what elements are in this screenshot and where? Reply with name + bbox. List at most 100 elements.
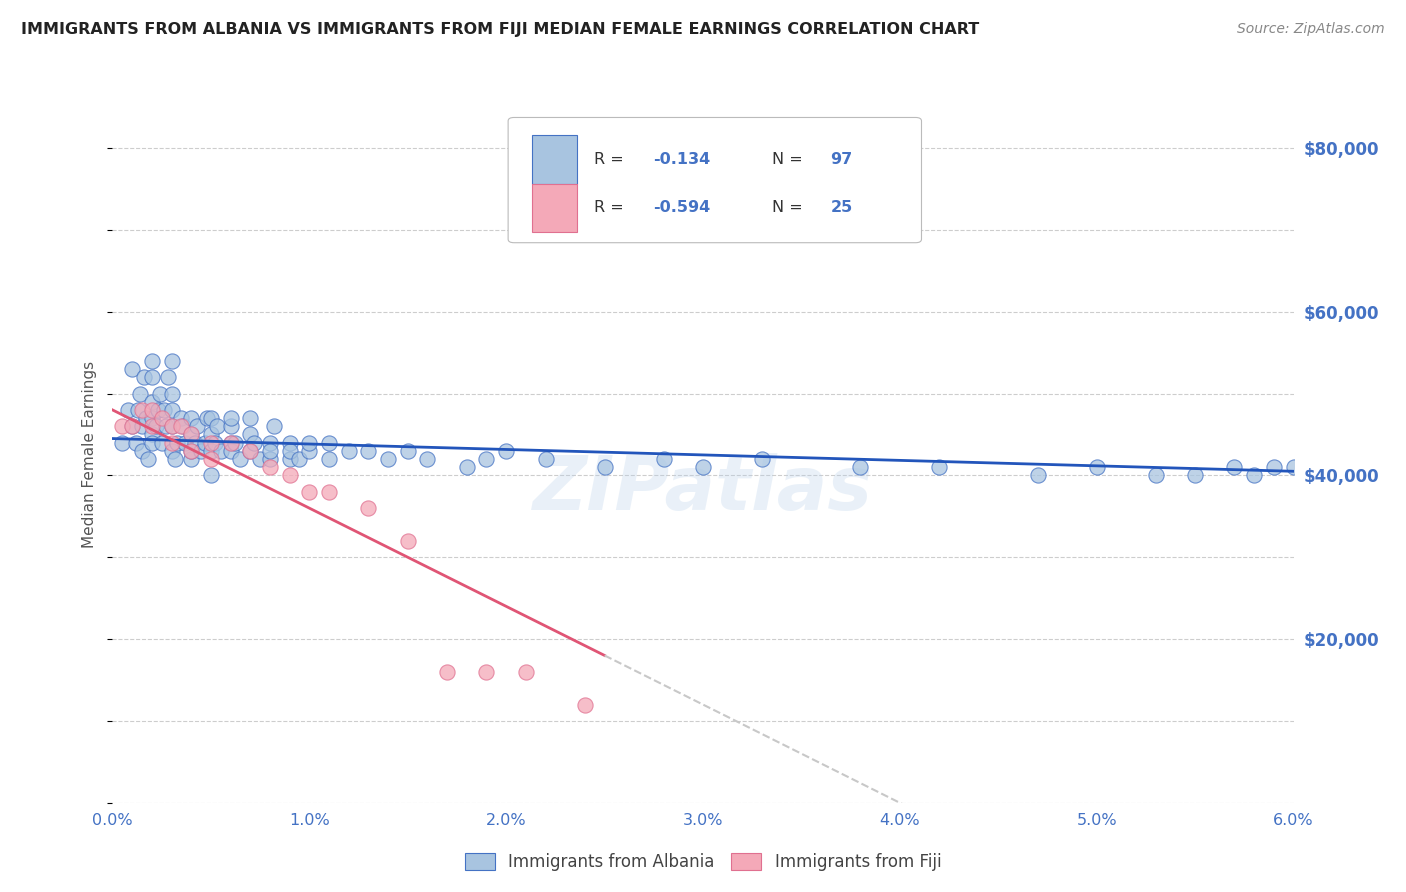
Point <box>141 403 163 417</box>
Point <box>849 460 872 475</box>
Point <box>1243 468 1265 483</box>
Point <box>475 665 498 679</box>
Point <box>174 435 197 450</box>
Point <box>200 411 222 425</box>
Point <box>141 411 163 425</box>
Point <box>166 435 188 450</box>
Point <box>239 443 262 458</box>
Point <box>377 452 399 467</box>
Point <box>200 435 222 450</box>
Point <box>278 452 301 467</box>
Point <box>239 443 262 458</box>
Point <box>170 411 193 425</box>
Point <box>150 411 173 425</box>
Point <box>1223 460 1246 475</box>
Text: R =: R = <box>595 201 630 216</box>
Point <box>298 435 321 450</box>
Point <box>298 443 321 458</box>
Point <box>141 427 163 442</box>
Point <box>180 411 202 425</box>
Point <box>1263 460 1285 475</box>
Point <box>219 419 242 434</box>
Text: Source: ZipAtlas.com: Source: ZipAtlas.com <box>1237 22 1385 37</box>
Point <box>155 419 177 434</box>
Point <box>146 403 169 417</box>
Point <box>239 427 262 442</box>
Point <box>259 443 281 458</box>
Point <box>278 468 301 483</box>
Point <box>121 362 143 376</box>
FancyBboxPatch shape <box>531 135 576 184</box>
Point <box>495 443 517 458</box>
Point <box>249 452 271 467</box>
Text: ZIPatlas: ZIPatlas <box>533 453 873 526</box>
Point <box>318 452 340 467</box>
Point <box>149 386 172 401</box>
Point <box>1026 468 1049 483</box>
Text: N =: N = <box>772 152 807 167</box>
Point <box>200 427 222 442</box>
Point <box>239 411 262 425</box>
Point <box>337 443 360 458</box>
Point <box>219 411 242 425</box>
Point <box>259 435 281 450</box>
Point <box>172 419 194 434</box>
Legend: Immigrants from Albania, Immigrants from Fiji: Immigrants from Albania, Immigrants from… <box>458 847 948 878</box>
Point <box>160 386 183 401</box>
Point <box>278 435 301 450</box>
Point <box>219 435 242 450</box>
Point <box>135 411 157 425</box>
Point <box>692 460 714 475</box>
Point <box>160 419 183 434</box>
Y-axis label: Median Female Earnings: Median Female Earnings <box>82 361 97 549</box>
Point <box>229 452 252 467</box>
Point <box>259 452 281 467</box>
Point <box>263 419 285 434</box>
Point <box>141 419 163 434</box>
Point <box>200 443 222 458</box>
Point <box>593 460 616 475</box>
Point <box>125 435 148 450</box>
Point <box>475 452 498 467</box>
Point <box>1282 460 1305 475</box>
Point <box>121 419 143 434</box>
Point <box>209 443 232 458</box>
Point <box>194 435 217 450</box>
Point <box>111 419 134 434</box>
Point <box>436 665 458 679</box>
Text: N =: N = <box>772 201 807 216</box>
Text: 97: 97 <box>831 152 853 167</box>
FancyBboxPatch shape <box>531 184 576 232</box>
Point <box>127 403 149 417</box>
Point <box>1085 460 1108 475</box>
Point <box>165 452 187 467</box>
Point <box>357 443 380 458</box>
Text: R =: R = <box>595 152 630 167</box>
Point <box>141 435 163 450</box>
Point <box>170 419 193 434</box>
FancyBboxPatch shape <box>508 118 921 243</box>
Point <box>219 435 242 450</box>
Point <box>180 452 202 467</box>
Point <box>160 403 183 417</box>
Point <box>456 460 478 475</box>
Point <box>259 460 281 475</box>
Point <box>928 460 950 475</box>
Point <box>204 435 226 450</box>
Point <box>160 353 183 368</box>
Point <box>180 427 202 442</box>
Point <box>278 443 301 458</box>
Point <box>150 435 173 450</box>
Text: IMMIGRANTS FROM ALBANIA VS IMMIGRANTS FROM FIJI MEDIAN FEMALE EARNINGS CORRELATI: IMMIGRANTS FROM ALBANIA VS IMMIGRANTS FR… <box>21 22 980 37</box>
Point <box>224 435 246 450</box>
Point <box>160 443 183 458</box>
Point <box>416 452 439 467</box>
Point <box>574 698 596 712</box>
Point <box>180 443 202 458</box>
Point <box>1184 468 1206 483</box>
Point <box>1144 468 1167 483</box>
Text: 25: 25 <box>831 201 853 216</box>
Point <box>160 435 183 450</box>
Point <box>141 394 163 409</box>
Point <box>184 435 207 450</box>
